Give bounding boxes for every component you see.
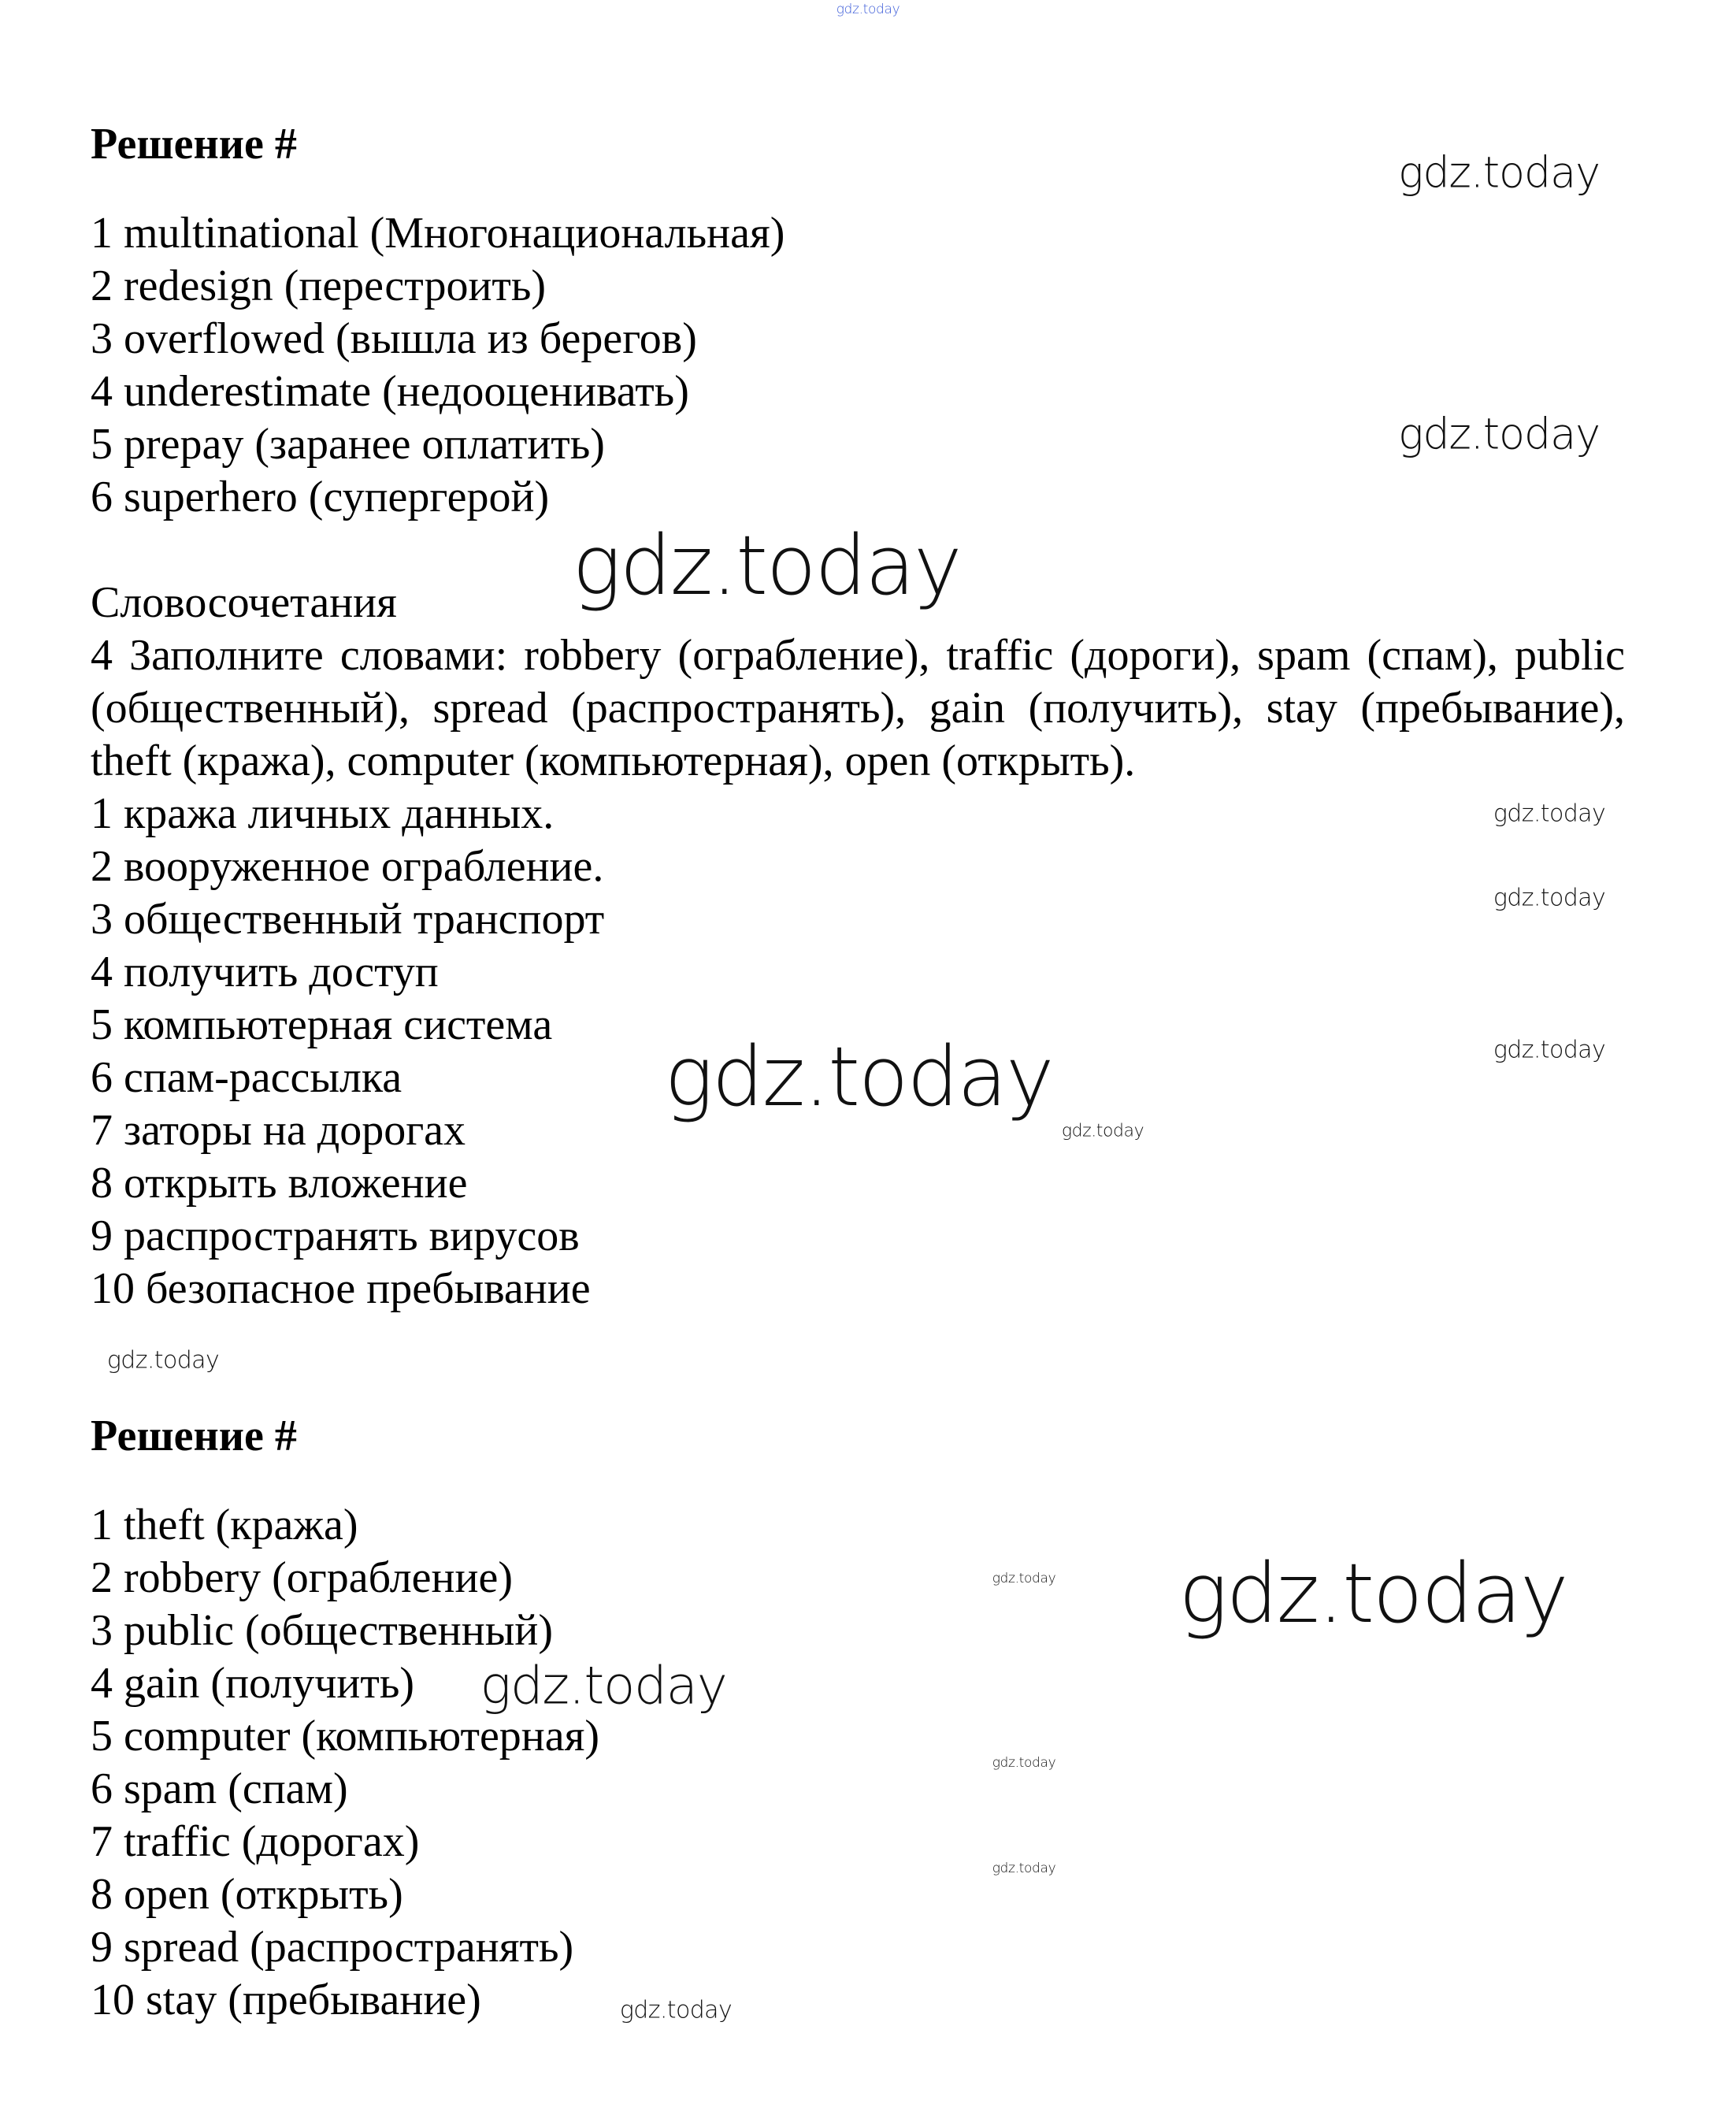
list-item: 6 spam (спам): [91, 1764, 348, 1813]
watermark: gdz.today: [1397, 147, 1601, 198]
section-title: Решение #: [91, 120, 297, 169]
list-item: 8 открыть вложение: [91, 1159, 468, 1208]
list-item: 2 robbery (ограбление): [91, 1553, 513, 1602]
watermark: gdz.today: [1493, 884, 1606, 912]
watermark: gdz.today: [619, 1996, 733, 2024]
list-item: 3 public (общественный): [91, 1606, 553, 1655]
list-item: 10 безопасное пребывание: [91, 1264, 591, 1313]
list-item: 5 prepay (заранее оплатить): [91, 420, 605, 469]
watermark: gdz.today: [1061, 1121, 1144, 1141]
section-3: Решение # 1 theft (кража) 2 robbery (огр…: [91, 1410, 599, 2027]
section-1: Решение # 1 multinational (Многонационал…: [91, 118, 785, 524]
list-item: 6 спам-рассылка: [91, 1053, 402, 1102]
list-item: 1 multinational (Многонациональная): [91, 209, 785, 258]
list-item: 2 redesign (перестроить): [91, 262, 547, 310]
watermark: gdz.today: [1397, 409, 1601, 459]
list-item: 10 stay (пребывание): [91, 1976, 481, 2024]
list-item: 9 распространять вирусов: [91, 1211, 580, 1260]
section-2: Словосочетания 4 Заполните словами: robb…: [91, 577, 1625, 1315]
section-heading: Словосочетания: [91, 578, 397, 627]
watermark: gdz.today: [992, 1861, 1056, 1876]
list-item: 4 gain (получить): [91, 1659, 415, 1708]
list-item: 5 computer (компьютерная): [91, 1712, 600, 1761]
watermark: gdz.today: [106, 1346, 220, 1375]
watermark: gdz.today: [992, 1571, 1056, 1586]
watermark: gdz.today: [664, 1029, 1054, 1125]
list-item: 7 заторы на дорогах: [91, 1106, 466, 1155]
list-item: 2 вооруженное ограбление.: [91, 842, 604, 891]
list-item: 3 общественный транспорт: [91, 895, 605, 944]
list-item: 9 spread (распространять): [91, 1923, 574, 1972]
list-item: 4 underestimate (недооценивать): [91, 367, 689, 416]
list-item: 6 superhero (супергерой): [91, 473, 550, 521]
top-watermark: gdz.today: [836, 2, 900, 17]
watermark: gdz.today: [1493, 800, 1606, 828]
watermark: gdz.today: [1493, 1036, 1606, 1064]
list-item: 7 traffic (дорогах): [91, 1817, 420, 1866]
watermark: gdz.today: [480, 1655, 728, 1716]
list-item: 5 компьютерная система: [91, 1000, 553, 1049]
section-title: Решение #: [91, 1412, 297, 1460]
watermark: gdz.today: [572, 518, 962, 614]
watermark: gdz.today: [992, 1755, 1056, 1771]
list-item: 4 получить доступ: [91, 948, 439, 996]
list-item: 3 overflowed (вышла из берегов): [91, 314, 697, 363]
list-item: 1 theft (кража): [91, 1501, 358, 1549]
instruction-paragraph: 4 Заполните словами: robbery (ограбление…: [91, 631, 1626, 785]
watermark: gdz.today: [1178, 1545, 1568, 1642]
list-item: 8 open (открыть): [91, 1870, 403, 1919]
list-item: 1 кража личных данных.: [91, 789, 555, 838]
